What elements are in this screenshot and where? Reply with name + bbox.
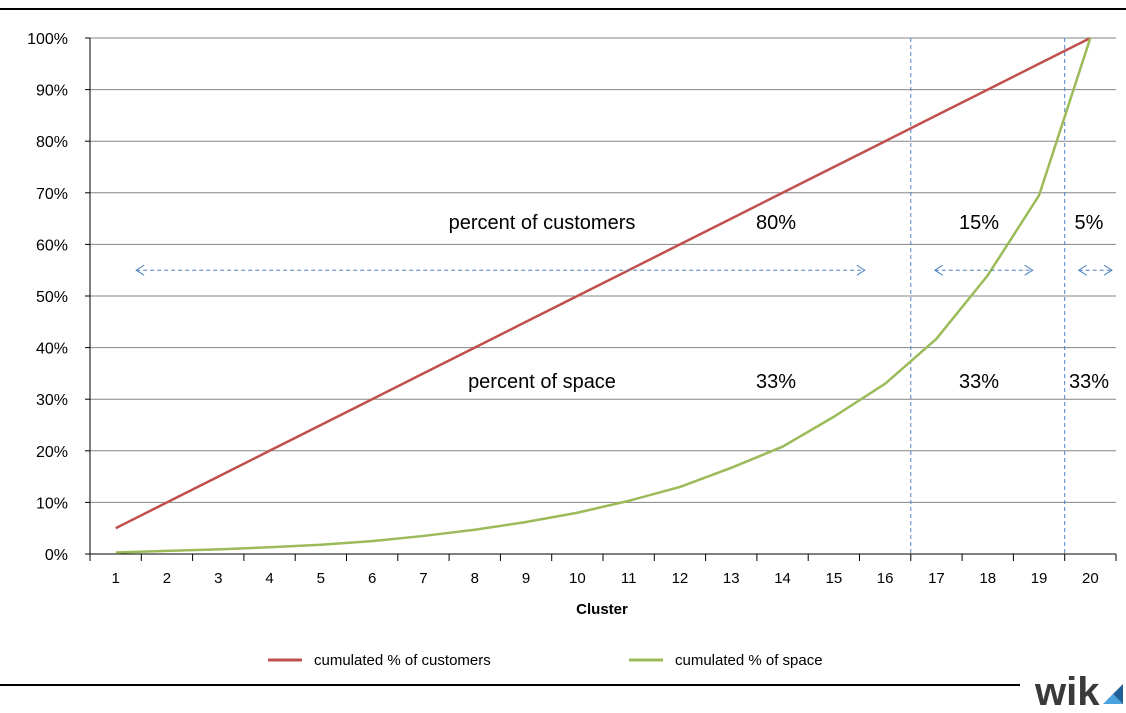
series-line-1: [115, 37, 1092, 554]
y-tick-label-7: 70%: [36, 186, 68, 203]
x-tick-label-9: 9: [522, 570, 530, 587]
y-tick-label-1: 10%: [36, 495, 68, 512]
segment-arrow-head-right-2: [1103, 264, 1113, 276]
x-tick-label-7: 7: [419, 570, 427, 587]
gridlines: [90, 37, 1116, 555]
logo-wordmark: wik: [1034, 670, 1100, 713]
x-tick-labels: 1 2 3 4 5 6 7 8 9 10 11 12 13 14 15 16 17 18 19 20: [111, 570, 1098, 587]
x-tick-label-10: 10: [569, 570, 586, 587]
x-tick-label-19: 19: [1031, 570, 1048, 587]
annotation-segment2-customers: 15%: [959, 212, 999, 234]
segment-arrows: [135, 264, 1113, 276]
series-lines: [115, 36, 1092, 554]
legend-label-space: cumulated % of space: [675, 652, 823, 669]
legend-label-customers: cumulated % of customers: [314, 652, 491, 669]
x-tick-label-5: 5: [317, 570, 325, 587]
x-tick-label-11: 11: [621, 570, 637, 587]
x-tick-label-18: 18: [979, 570, 996, 587]
segment-arrow-head-left-0: [135, 264, 145, 276]
y-tick-label-4: 40%: [36, 341, 68, 358]
x-tick-label-2: 2: [163, 570, 171, 587]
annotation-space-label: percent of space: [468, 371, 616, 393]
axes: [85, 37, 1117, 561]
annotation-segment1-space: 33%: [756, 371, 796, 393]
y-tick-label-0: 0%: [45, 547, 68, 564]
x-tick-label-6: 6: [368, 570, 376, 587]
segment-arrow-head-left-2: [1077, 264, 1087, 276]
segment-dividers: [910, 38, 1066, 554]
x-tick-label-8: 8: [471, 570, 479, 587]
x-tick-label-12: 12: [672, 570, 689, 587]
y-tick-labels: 0% 10% 20% 30% 40% 50% 60% 70% 80% 90% 100%: [27, 31, 68, 564]
x-tick-label-1: 1: [111, 570, 119, 587]
x-tick-label-16: 16: [877, 570, 894, 587]
y-tick-label-2: 20%: [36, 444, 68, 461]
logo-mark-icon: [1103, 684, 1123, 704]
x-tick-label-15: 15: [826, 570, 843, 587]
x-tick-label-4: 4: [265, 570, 273, 587]
series-line-0: [115, 36, 1091, 530]
legend: cumulated % of customers cumulated % of …: [268, 652, 823, 669]
x-tick-label-14: 14: [774, 570, 791, 587]
y-tick-label-6: 60%: [36, 237, 68, 254]
x-tick-label-20: 20: [1082, 570, 1099, 587]
annotation-segment3-space: 33%: [1069, 371, 1109, 393]
segment-arrow-head-left-1: [933, 264, 944, 276]
x-axis-title: Cluster: [576, 601, 628, 618]
y-tick-label-9: 90%: [36, 83, 68, 100]
annotation-segment2-space: 33%: [959, 371, 999, 393]
segment-arrow-head-right-1: [1024, 264, 1034, 276]
y-tick-label-3: 30%: [36, 392, 68, 409]
y-tick-label-10: 100%: [27, 31, 68, 48]
annotation-segment3-customers: 5%: [1075, 212, 1104, 234]
x-tick-label-13: 13: [723, 570, 740, 587]
x-tick-label-17: 17: [928, 570, 945, 587]
annotation-customers-label: percent of customers: [449, 212, 636, 234]
y-tick-label-8: 80%: [36, 134, 68, 151]
segment-arrow-head-right-0: [856, 264, 866, 276]
wik-logo: wik: [1034, 670, 1123, 713]
x-tick-label-3: 3: [214, 570, 222, 587]
annotation-segment1-customers: 80%: [756, 212, 796, 234]
y-tick-label-5: 50%: [36, 289, 68, 306]
